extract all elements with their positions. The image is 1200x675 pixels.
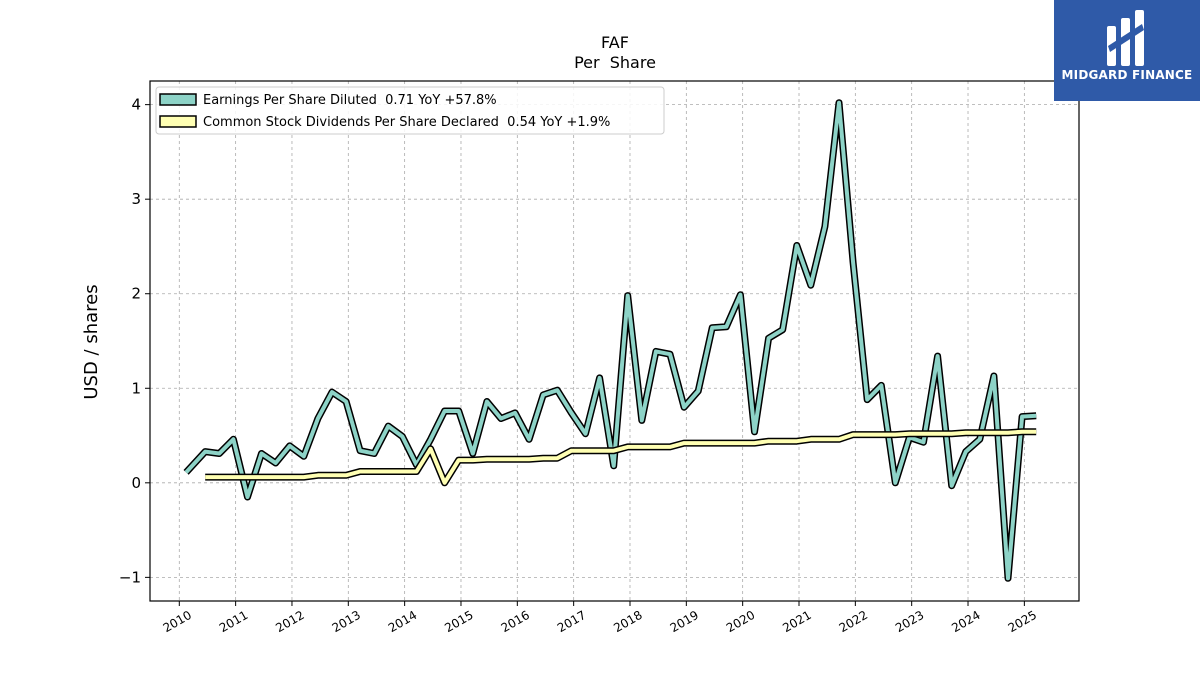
- legend-label-dividends: Common Stock Dividends Per Share Declare…: [203, 115, 610, 130]
- x-tick-label: 2022: [837, 608, 870, 635]
- x-tick-label: 2014: [386, 608, 419, 635]
- x-tick-label: 2023: [893, 608, 926, 635]
- grid: [150, 81, 1079, 601]
- x-tick-label: 2011: [217, 608, 250, 635]
- chart-title: FAF: [601, 33, 629, 52]
- series-line-eps: [184, 100, 1037, 581]
- x-tick-label: 2024: [949, 608, 982, 635]
- x-tick-label: 2010: [161, 608, 194, 635]
- y-tick-label: 2: [131, 285, 141, 303]
- y-tick-label: 3: [131, 190, 141, 208]
- x-tick-label: 2013: [330, 608, 363, 635]
- legend-swatch-eps: [159, 93, 197, 106]
- axes: 2010 2011 2012 2013 2014 2015 2016 2017 2018 2019…: [119, 96, 1039, 636]
- x-tick-label: 2018: [611, 608, 644, 635]
- y-axis-label: USD / shares: [81, 284, 102, 399]
- x-tick-label: 2020: [724, 608, 757, 635]
- y-tick-label: 0: [131, 474, 141, 492]
- brand-logo: MIDGARD FINANCE: [1054, 0, 1200, 101]
- legend-box: [155, 86, 665, 135]
- x-tick-label: 2016: [499, 608, 532, 635]
- x-tick-label: 2025: [1006, 608, 1039, 635]
- legend: Earnings Per Share Diluted 0.71 YoY +57.…: [155, 86, 665, 135]
- x-tick-label: 2015: [442, 608, 475, 635]
- chart-subtitle: Per Share: [574, 53, 656, 72]
- series-line-outline-eps: [183, 99, 1037, 582]
- x-tick-label: 2012: [273, 608, 306, 635]
- legend-label-eps: Earnings Per Share Diluted 0.71 YoY +57.…: [203, 93, 497, 108]
- y-tick-label: 4: [131, 96, 141, 114]
- x-tick-label: 2017: [555, 608, 588, 635]
- brand-name: MIDGARD FINANCE: [1061, 68, 1193, 82]
- series-line-dividends: [205, 429, 1037, 485]
- brand-logo-icon: [1107, 10, 1144, 66]
- y-tick-label: −1: [119, 568, 141, 586]
- plot-frame: [149, 80, 1080, 602]
- x-tick-label: 2021: [780, 608, 813, 635]
- x-tick-label: 2019: [668, 608, 701, 635]
- series-lines: [183, 99, 1037, 582]
- y-tick-label: 1: [131, 379, 141, 397]
- legend-swatch-dividends: [159, 115, 197, 128]
